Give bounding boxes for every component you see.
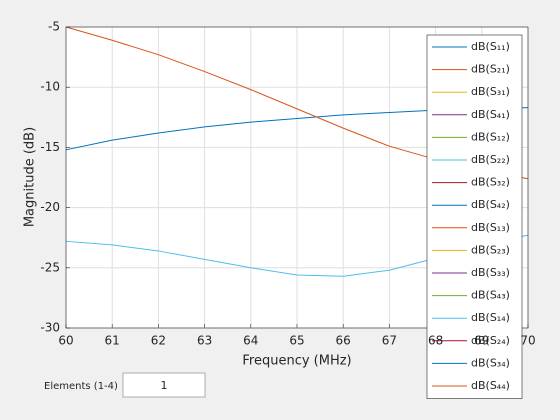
y-tick-label: -15 [40,140,60,154]
y-tick-label: -25 [40,260,60,274]
legend-label: dB(S₃₂) [471,176,510,189]
x-tick-label: 63 [197,334,212,348]
legend-label: dB(S₂₁) [471,63,510,76]
legend-label: dB(S₃₃) [471,266,510,279]
legend-label: dB(S₄₁) [471,108,510,121]
legend-label: dB(S₃₄) [471,356,510,369]
legend-label: dB(S₁₂) [471,130,510,143]
x-tick-label: 70 [520,334,535,348]
legend-label: dB(S₁₁) [471,40,510,53]
x-tick-label: 64 [243,334,258,348]
legend-label: dB(S₃₁) [471,85,510,98]
legend-label: dB(S₂₂) [471,153,510,166]
legend-label: dB(S₁₄) [471,311,510,324]
x-tick-label: 66 [336,334,351,348]
elements-label: Elements (1-4) [44,381,118,392]
y-tick-label: -20 [40,200,60,214]
x-tick-label: 62 [151,334,166,348]
legend-label: dB(S₁₃) [471,221,510,234]
legend-label: dB(S₄₂) [471,198,510,211]
legend-label: dB(S₂₃) [471,243,510,256]
x-axis-label: Frequency (MHz) [242,354,351,369]
y-tick-label: -5 [48,20,60,34]
legend-label: dB(S₂₄) [471,334,510,347]
y-tick-label: -30 [40,321,60,335]
x-tick-label: 67 [382,334,397,348]
x-tick-label: 61 [105,334,120,348]
y-tick-label: -10 [40,80,60,94]
elements-input[interactable] [122,372,206,398]
legend-label: dB(S₄₃) [471,289,510,302]
axes-box [65,26,529,329]
legend-box [426,34,523,399]
x-tick-label: 68 [428,334,443,348]
x-tick-label: 69 [474,334,489,348]
elements-value[interactable]: 1 [161,379,168,392]
x-tick-label: 65 [289,334,304,348]
legend-label: dB(S₄₄) [471,379,510,392]
x-tick-label: 60 [58,334,73,348]
y-axis-label: Magnitude (dB) [23,127,38,227]
